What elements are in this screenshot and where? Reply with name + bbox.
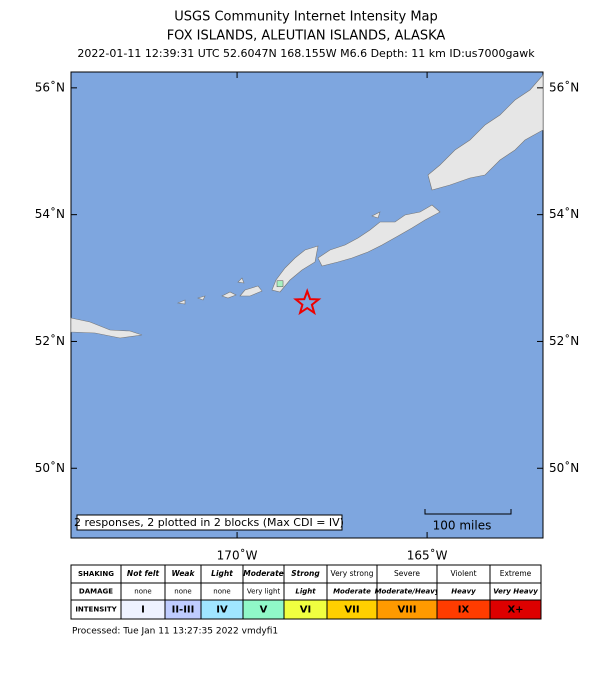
legend-cell xyxy=(489,599,542,620)
lon-label: 170˚W xyxy=(217,548,258,563)
land xyxy=(70,74,544,339)
legend-damage: none xyxy=(174,588,191,596)
legend-shaking: Very strong xyxy=(331,569,374,578)
lat-label-left: 54˚N xyxy=(35,206,65,221)
details: 2022-01-11 12:39:31 UTC 52.6047N 168.155… xyxy=(77,47,535,60)
note-box xyxy=(76,514,343,531)
legend-shaking: Not felt xyxy=(127,569,160,578)
legend-damage: none xyxy=(134,588,151,596)
lat-label-right: 54˚N xyxy=(549,206,579,221)
legend-intensity: IV xyxy=(216,605,228,616)
scale-bar xyxy=(424,509,512,515)
legend-row-label: SHAKING xyxy=(78,570,114,578)
legend-damage: Light xyxy=(295,588,316,596)
legend-shaking: Strong xyxy=(291,569,320,578)
cdi-block xyxy=(276,280,284,288)
legend-shaking: Weak xyxy=(172,569,196,578)
footer: Processed: Tue Jan 11 13:27:35 2022 vmdy… xyxy=(72,627,278,637)
legend-intensity: X+ xyxy=(507,605,523,616)
lat-label-left: 50˚N xyxy=(35,460,65,475)
lat-label-left: 52˚N xyxy=(35,333,65,348)
title: USGS Community Internet Intensity Map xyxy=(174,10,438,25)
lat-label-right: 56˚N xyxy=(549,79,579,94)
legend-shaking: Violent xyxy=(450,569,476,578)
legend-shaking: Extreme xyxy=(500,569,532,578)
note: 2 responses, 2 plotted in 2 blocks (Max … xyxy=(74,516,344,529)
legend-shaking: Moderate xyxy=(243,569,284,578)
legend-intensity: VI xyxy=(300,605,311,616)
legend-damage: Moderate xyxy=(333,588,371,596)
lat-label-right: 52˚N xyxy=(549,333,579,348)
legend-row-label: DAMAGE xyxy=(79,588,113,596)
legend-intensity: VII xyxy=(344,605,359,616)
epicenter xyxy=(293,288,322,316)
legend-damage: Very light xyxy=(247,588,281,596)
lon-label: 165˚W xyxy=(407,548,448,563)
legend-damage: none xyxy=(213,588,230,596)
legend-shaking: Severe xyxy=(394,569,420,578)
region: FOX ISLANDS, ALEUTIAN ISLANDS, ALASKA xyxy=(167,29,446,44)
legend-intensity: IX xyxy=(458,605,470,616)
legend-intensity: II-III xyxy=(172,605,195,616)
legend-intensity: I xyxy=(141,605,145,616)
scale-label: 100 miles xyxy=(433,519,492,533)
legend-damage: Moderate/Heavy xyxy=(375,588,440,596)
lat-label-right: 50˚N xyxy=(549,460,579,475)
legend-shaking: Light xyxy=(211,569,233,578)
legend-intensity: VIII xyxy=(398,605,417,616)
legend-intensity: V xyxy=(260,605,268,616)
legend-row-label: INTENSITY xyxy=(75,606,117,614)
legend-damage: Very Heavy xyxy=(493,588,538,596)
lat-label-left: 56˚N xyxy=(35,79,65,94)
legend-damage: Heavy xyxy=(451,588,476,596)
